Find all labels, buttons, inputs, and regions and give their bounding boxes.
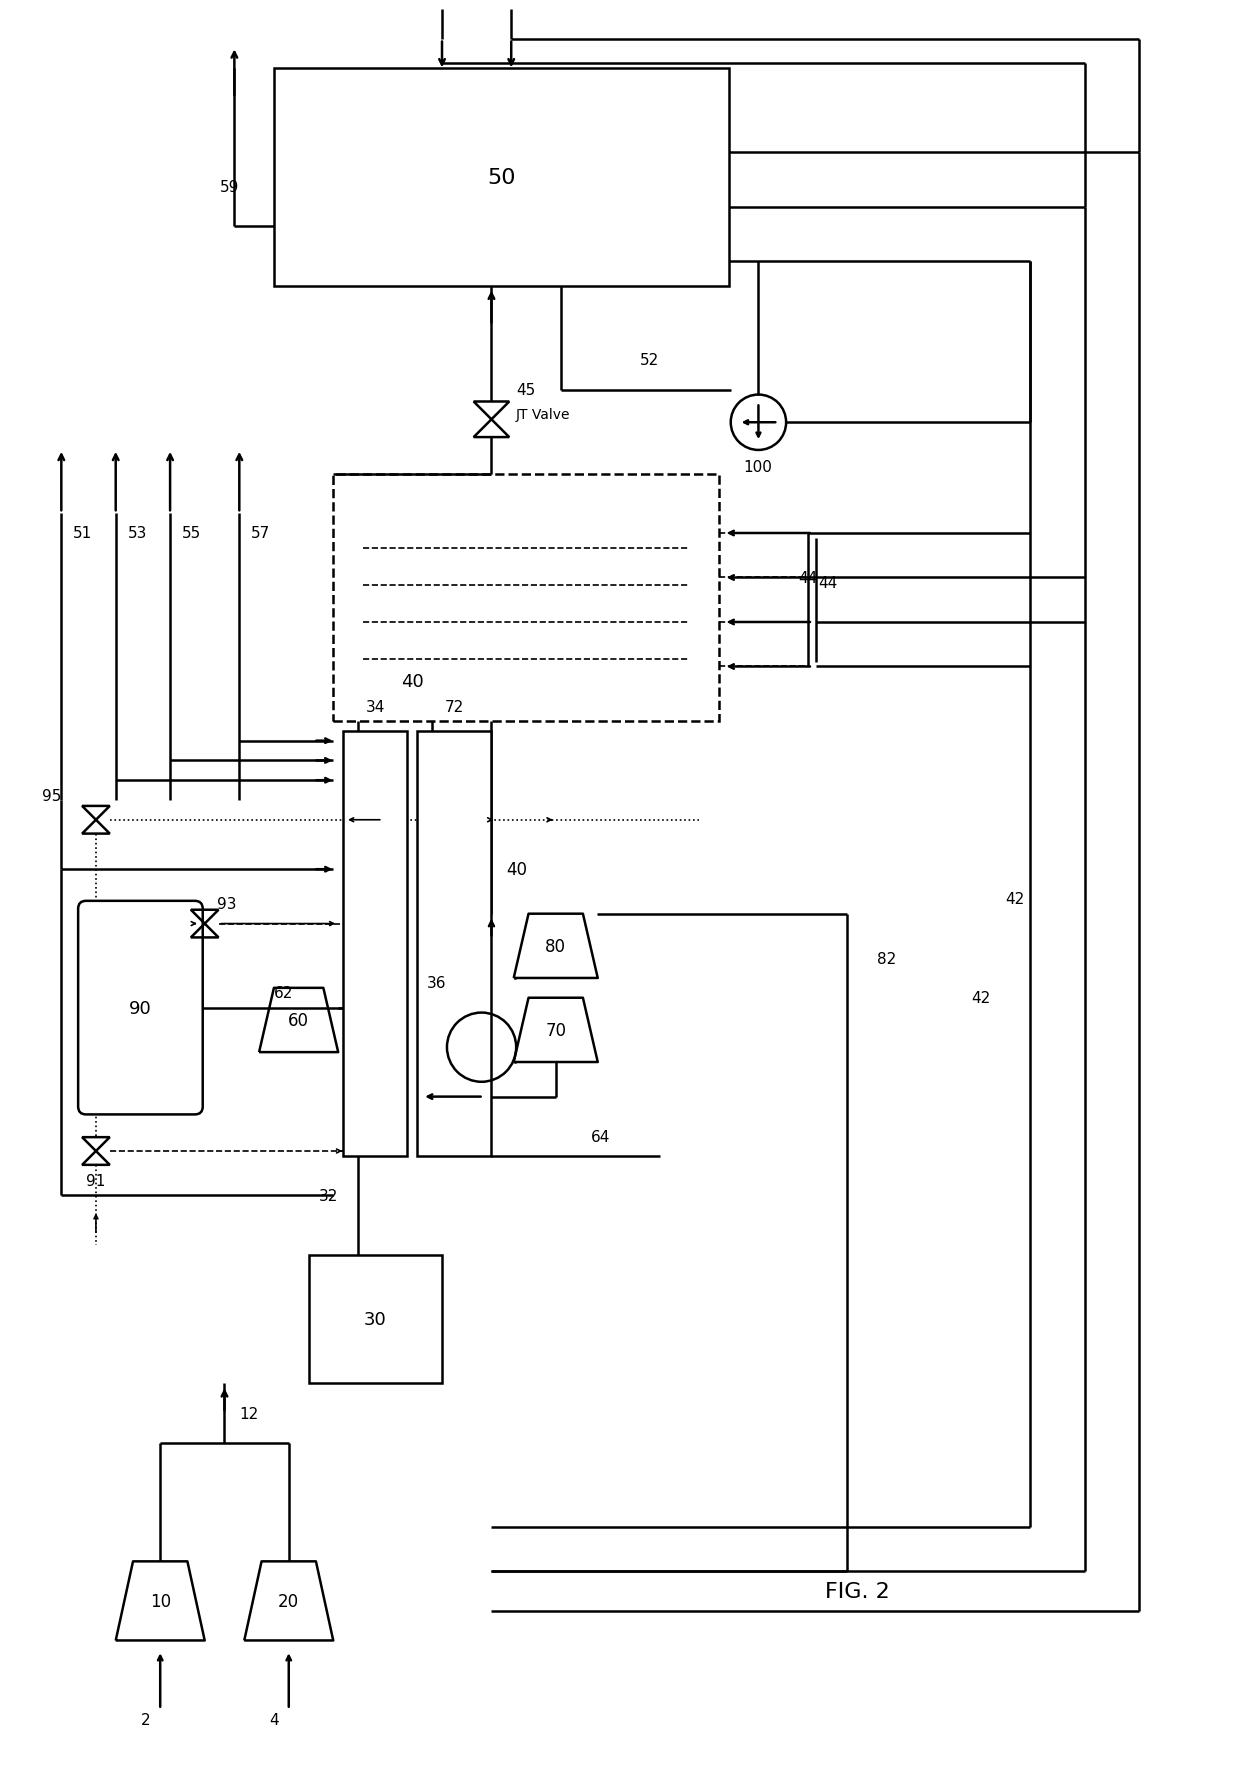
Text: 62: 62 [274,986,294,1000]
Text: 2: 2 [140,1713,150,1727]
Text: 40: 40 [401,674,424,691]
Text: JT Valve: JT Valve [516,408,570,422]
Text: 36: 36 [428,975,446,991]
Text: 52: 52 [640,353,658,369]
Bar [343,730,408,1156]
Bar [274,69,729,287]
Text: 32: 32 [319,1188,339,1204]
Text: 45: 45 [516,383,536,397]
Text: 71: 71 [461,1094,481,1110]
Text: 80: 80 [546,938,567,956]
Text: 53: 53 [128,527,148,541]
Text: 64: 64 [590,1129,610,1144]
Text: 12: 12 [239,1406,259,1420]
Text: 20: 20 [278,1592,299,1610]
Text: 55: 55 [182,527,201,541]
Text: 70: 70 [546,1021,567,1039]
Text: 93: 93 [217,897,236,911]
Text: 100: 100 [744,459,773,475]
Text: 10: 10 [150,1592,171,1610]
Text: 51: 51 [73,527,93,541]
Text: 82: 82 [877,950,897,966]
Text: 42: 42 [971,991,991,1005]
Text: 60: 60 [288,1012,309,1030]
Text: 40: 40 [506,860,527,879]
Text: 59: 59 [219,181,239,195]
FancyBboxPatch shape [78,901,202,1115]
Text: W: W [474,1039,490,1057]
Bar [334,475,719,722]
Text: 50: 50 [487,168,516,188]
Text: 57: 57 [252,527,270,541]
Text: 44: 44 [799,571,817,585]
Text: 42: 42 [1006,892,1025,906]
Text: 34: 34 [366,699,384,715]
Bar [418,730,491,1156]
Text: 95: 95 [42,787,61,803]
Text: 30: 30 [363,1310,387,1328]
Text: 44: 44 [817,576,837,590]
Bar [309,1255,441,1383]
Text: 4: 4 [269,1713,279,1727]
Text: 91: 91 [86,1174,105,1188]
Text: 90: 90 [129,998,151,1018]
Text: 72: 72 [445,699,464,715]
Text: FIG. 2: FIG. 2 [825,1582,889,1601]
